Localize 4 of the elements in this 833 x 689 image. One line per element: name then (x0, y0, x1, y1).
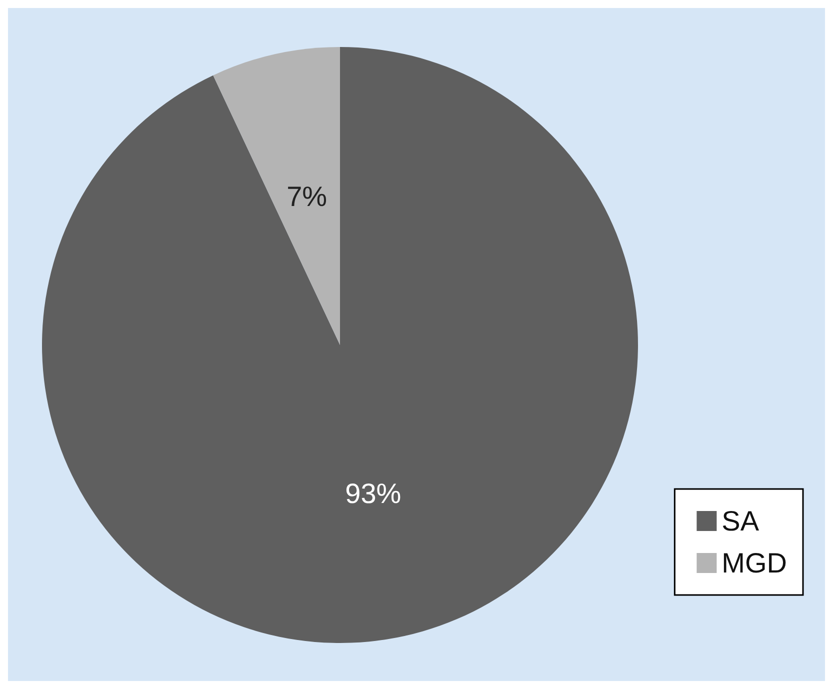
legend-label: MGD (722, 548, 788, 578)
data-label: 7% (286, 181, 328, 212)
data-label: 93% (345, 478, 402, 509)
legend-label: SA (722, 506, 760, 536)
